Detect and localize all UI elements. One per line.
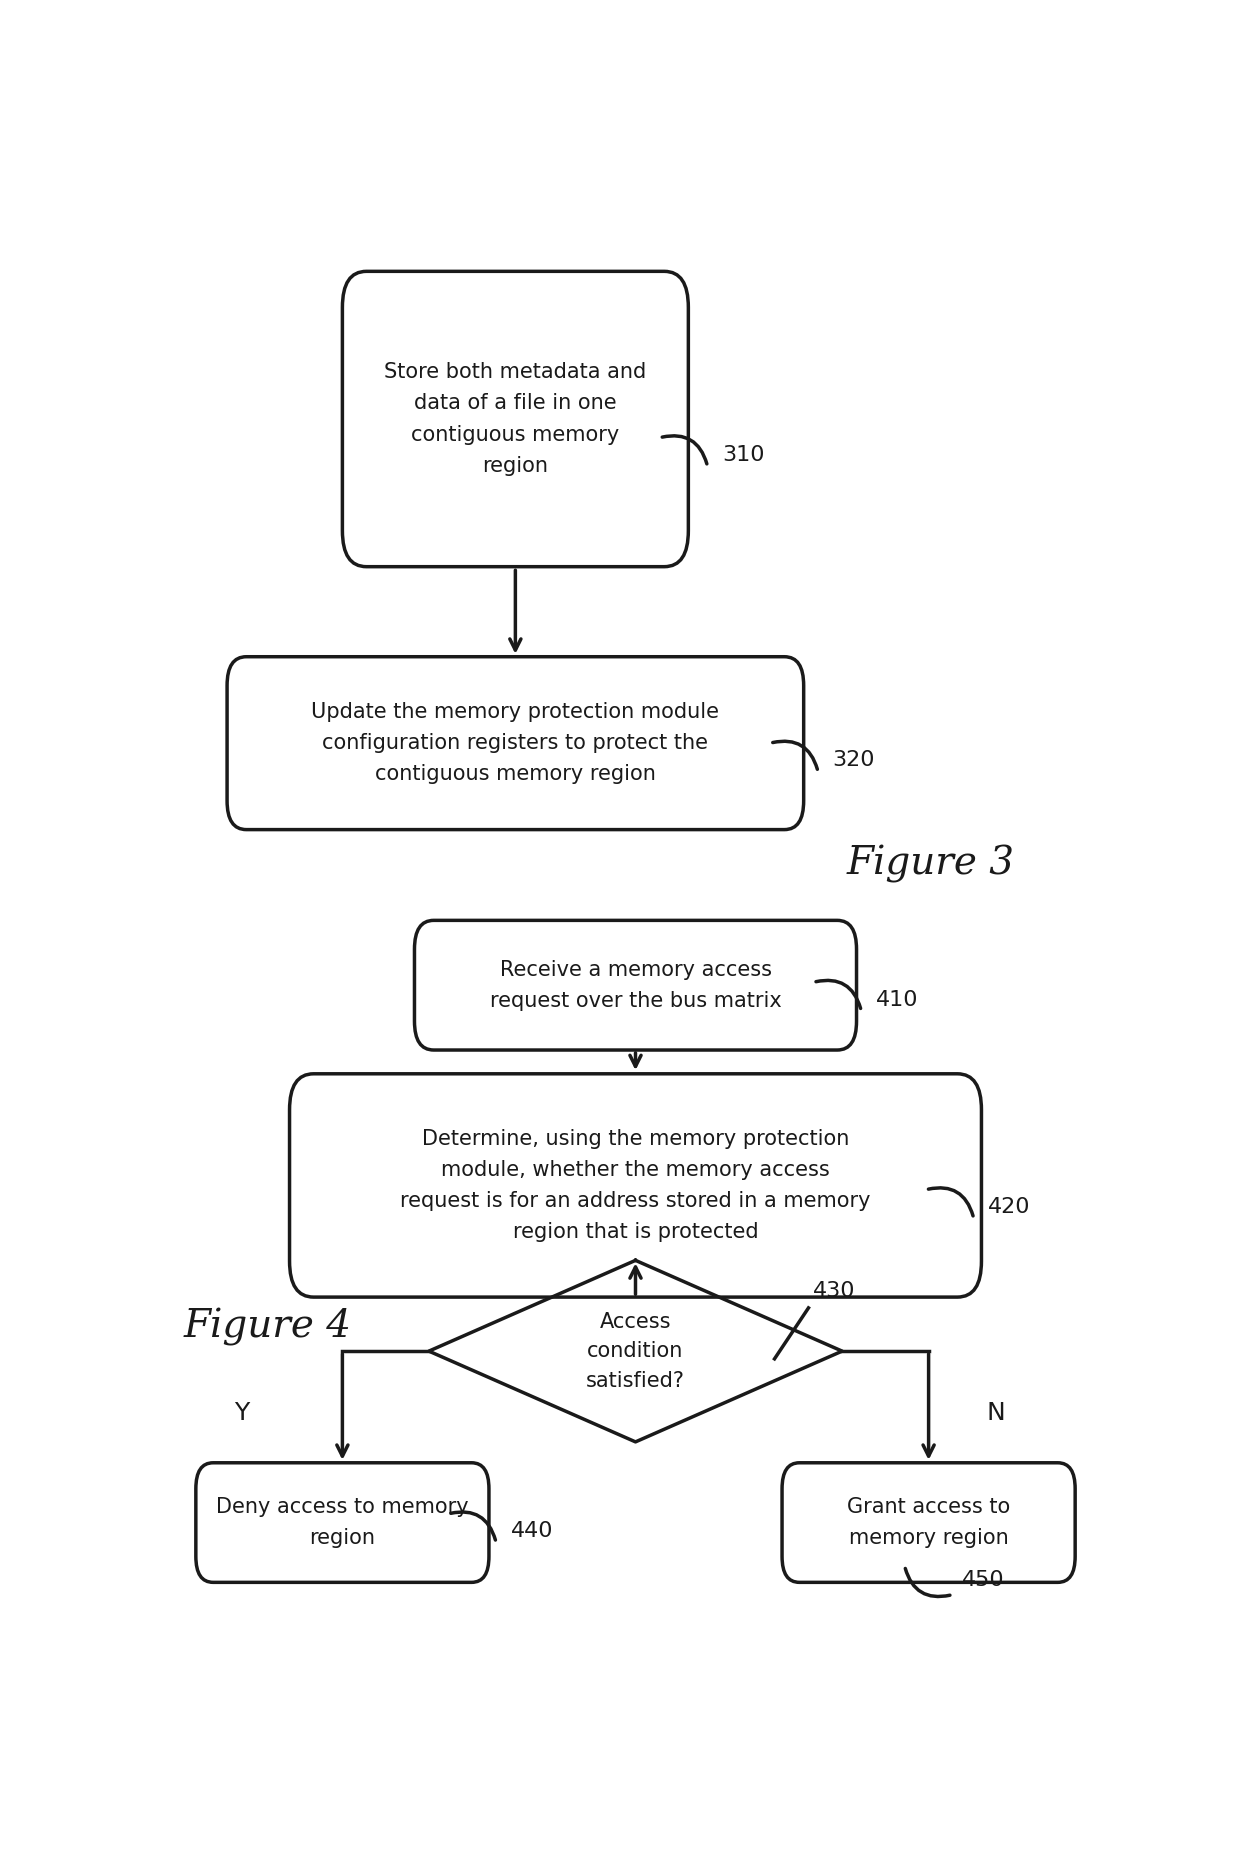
- FancyBboxPatch shape: [414, 921, 857, 1050]
- Text: N: N: [987, 1401, 1006, 1426]
- FancyBboxPatch shape: [782, 1463, 1075, 1583]
- Text: Determine, using the memory protection
module, whether the memory access
request: Determine, using the memory protection m…: [401, 1128, 870, 1242]
- Text: 440: 440: [511, 1521, 553, 1542]
- Text: 450: 450: [962, 1570, 1004, 1590]
- FancyBboxPatch shape: [196, 1463, 489, 1583]
- FancyBboxPatch shape: [227, 657, 804, 829]
- Polygon shape: [429, 1261, 842, 1443]
- Text: Deny access to memory
region: Deny access to memory region: [216, 1497, 469, 1547]
- FancyBboxPatch shape: [290, 1074, 982, 1297]
- Text: Y: Y: [234, 1401, 249, 1426]
- Text: Figure 3: Figure 3: [847, 846, 1014, 883]
- Text: Receive a memory access
request over the bus matrix: Receive a memory access request over the…: [490, 960, 781, 1010]
- Text: Store both metadata and
data of a file in one
contiguous memory
region: Store both metadata and data of a file i…: [384, 363, 646, 475]
- Text: 420: 420: [988, 1197, 1030, 1216]
- Text: 310: 310: [722, 445, 765, 466]
- Text: Access
condition
satisfied?: Access condition satisfied?: [587, 1312, 684, 1390]
- Text: Grant access to
memory region: Grant access to memory region: [847, 1497, 1011, 1547]
- Text: 320: 320: [832, 750, 875, 771]
- Text: 410: 410: [875, 990, 919, 1010]
- Text: 430: 430: [813, 1282, 856, 1300]
- Text: Figure 4: Figure 4: [184, 1308, 352, 1345]
- FancyBboxPatch shape: [342, 271, 688, 567]
- Text: Update the memory protection module
configuration registers to protect the
conti: Update the memory protection module conf…: [311, 702, 719, 784]
